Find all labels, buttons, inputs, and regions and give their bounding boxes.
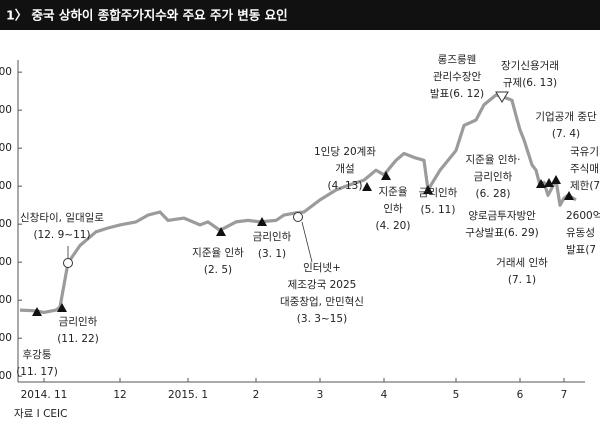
leader-line [301,221,313,263]
annotation: 롱즈룽웬 [438,53,477,66]
y-tick-label: 5500 [0,66,12,78]
annotation: 양로금투자방안 [468,210,536,222]
y-tick-label: 4000 [0,180,12,192]
annotation: 지준율 인하 [192,246,244,259]
x-tick-label: 7 [561,389,568,401]
annotation: 후강퉁 [23,349,52,361]
annotation: (4. 13) [328,180,363,192]
event-marker [63,258,73,268]
annotation: 장기신용거래 [501,60,559,72]
annotation: 신창타이, 일대일로 [20,211,104,224]
event-marker [381,171,391,180]
event-marker [57,303,67,312]
annotation: 금리인하 [474,170,513,183]
x-tick-label: 12 [113,389,126,401]
event-marker [293,212,303,222]
event-marker [32,307,42,316]
annotation: 금리인하 [419,186,458,199]
annotation: 대중창업, 만민혁신 [280,295,364,308]
annotation: (6. 28) [476,188,511,200]
title-bar [0,0,600,30]
x-tick-label: 3 [317,389,324,401]
annotation: 기업공개 중단 [535,110,597,123]
annotation: (11. 17) [16,366,58,378]
annotation: 인터넷+ [303,262,341,274]
event-marker [495,91,509,103]
event-marker [544,178,554,187]
annotation: 1인당 20계좌 [314,146,376,158]
event-marker [551,175,561,184]
annotation: 인하 [383,202,403,215]
annotation: (7. 1) [508,274,536,286]
x-tick-label: 2015. 1 [168,389,208,401]
y-tick-label: 3500 [0,218,12,230]
annotation: (3. 3~15) [297,313,347,325]
x-tick-label: 5 [453,389,460,401]
annotation: 제조강국 2025 [288,279,357,291]
event-marker [257,217,267,226]
annotation: 관리수장안 [433,71,482,83]
annotation: 개설 [335,163,354,175]
y-tick-label: 1500 [0,370,12,382]
x-tick-label: 2 [253,389,260,401]
event-marker [564,191,574,200]
annotation: 금리인하 [59,315,98,328]
annotation: 발표(7 [566,244,596,256]
annotation: 제한(7 [570,180,600,192]
annotation: 유동성 [566,227,595,239]
annotation: (11. 22) [57,333,99,345]
annotation: 규제(6. 13) [503,77,557,89]
annotation: (4. 20) [376,220,411,232]
annotation: (12. 9~11) [33,229,90,241]
annotation: 구상발표(6. 29) [465,227,539,239]
annotation: 지준율 [379,186,408,198]
event-marker [216,227,226,236]
x-tick-label: 6 [517,389,524,401]
annotation: (5. 11) [421,204,456,216]
annotation: 주식매 [570,163,599,175]
chart-title: 1〉 중국 상하이 종합주가지수와 주요 주가 변동 요인 [6,8,288,23]
annotation: (3. 1) [258,248,286,260]
y-tick-label: 2000 [0,332,12,344]
x-tick-label: 2014. 11 [21,389,68,401]
annotation: 국유기 [570,146,599,158]
index-line [19,93,577,314]
annotation: 지준율 인하· [466,153,521,166]
y-tick-label: 3000 [0,256,12,268]
annotation: (2. 5) [204,264,232,276]
annotation: 발표(6. 12) [430,88,484,100]
annotation: 거래세 인하 [496,256,548,269]
annotation: (7. 4) [552,128,580,140]
event-marker [423,185,433,194]
source: 자료 I CEIC [14,408,68,420]
x-tick-label: 4 [381,389,388,401]
y-tick-label: 5000 [0,104,12,116]
y-tick-label: 4500 [0,142,12,154]
event-marker [362,182,372,191]
annotation: 금리인하 [253,230,292,243]
annotation: 2600억 [566,210,600,222]
y-tick-label: 2500 [0,294,12,306]
event-marker [536,179,546,188]
